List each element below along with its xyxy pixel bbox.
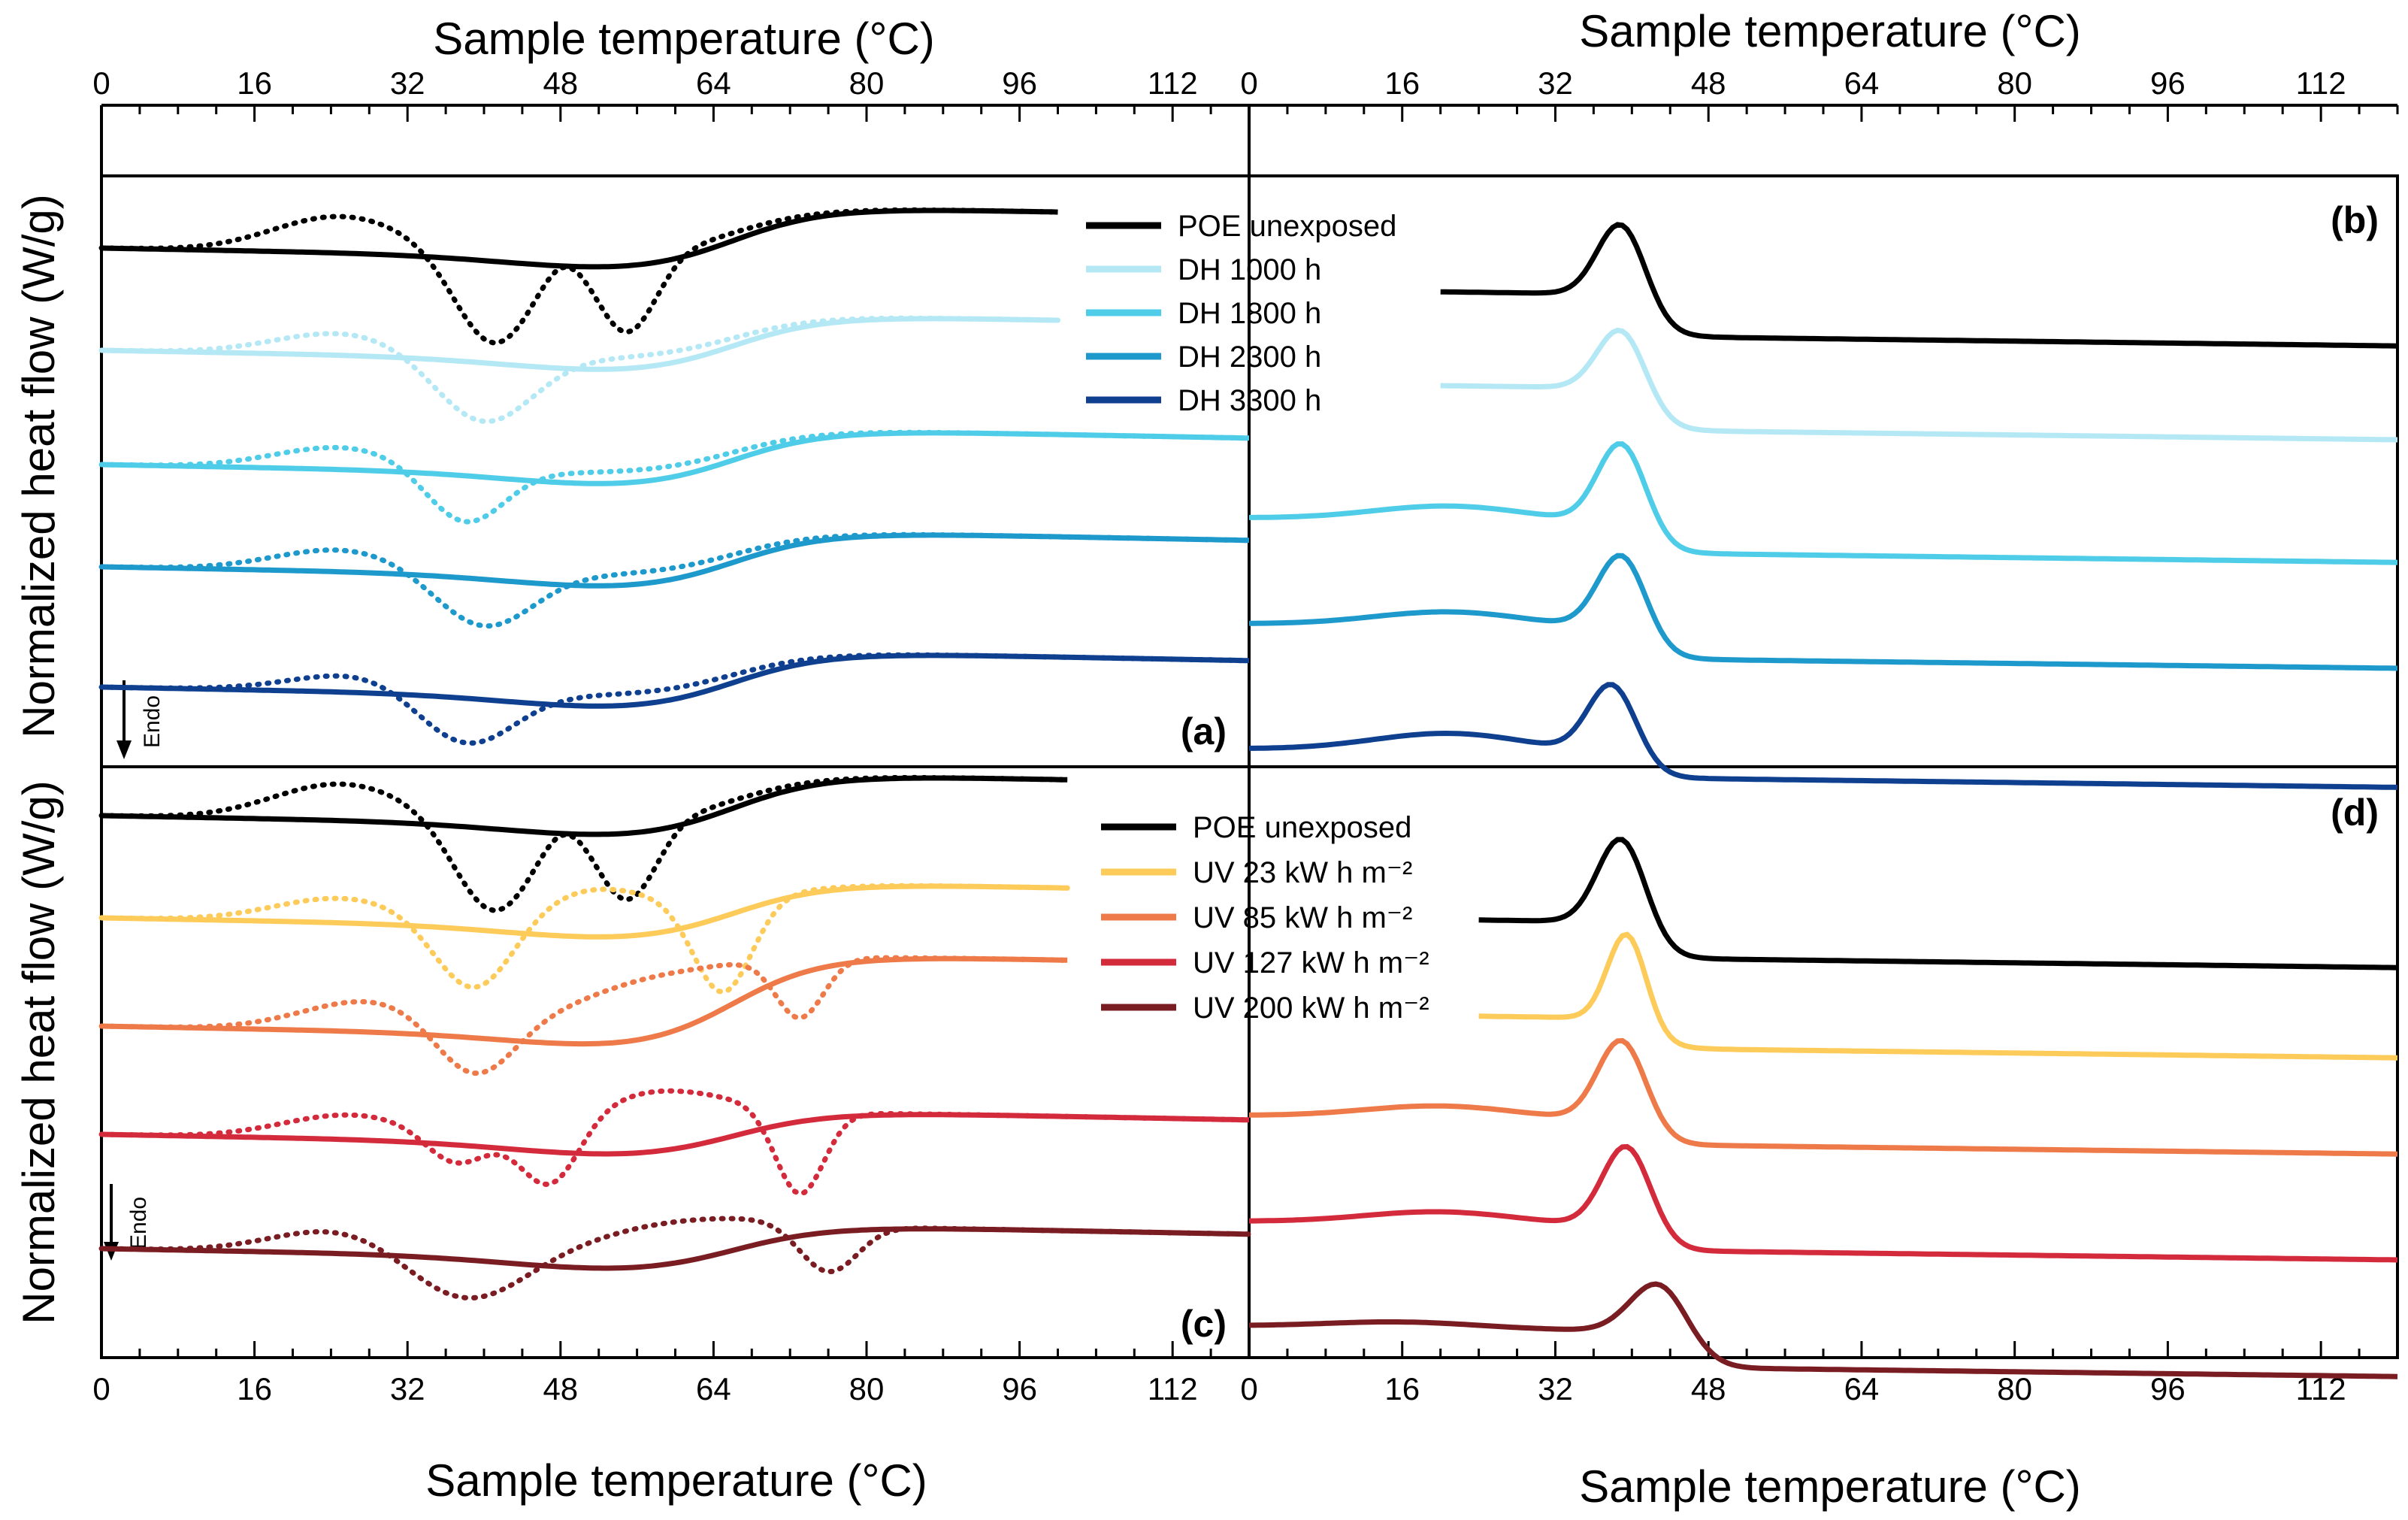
endo-arrow-top: Endo xyxy=(116,680,165,759)
bottom-right-xlabel: Sample temperature (°C) xyxy=(1579,1461,2081,1512)
tick-label: 32 xyxy=(390,1371,425,1406)
series-dotted-c-1 xyxy=(98,883,1070,995)
tick-label: 48 xyxy=(1691,65,1726,101)
series-line-a-4 xyxy=(101,653,1250,709)
series-line-c-3 xyxy=(101,1112,1250,1157)
tick-label: 96 xyxy=(1002,65,1037,101)
tick-label: 48 xyxy=(1691,1371,1726,1406)
tick-label: 96 xyxy=(2150,1371,2186,1406)
tick-layer: 0 16 32 48 64 80 96 112 0 16 32 48 64 80 96 112 0 16 32 48 6… xyxy=(92,65,2399,1406)
series-line-d-4 xyxy=(1249,1281,2398,1379)
panel-label-c: (c) xyxy=(1181,1303,1227,1345)
panel-frames xyxy=(100,104,2399,1359)
series-line-a-2 xyxy=(101,430,1250,486)
tick-label: 96 xyxy=(2150,65,2186,101)
legend-label-c-3: UV 127 kW h m⁻² xyxy=(1193,946,1429,980)
legend-label-a-0: POE unexposed xyxy=(1178,210,1396,243)
series-line-b-1 xyxy=(1440,327,2398,443)
endo-arrow-bottom: Endo xyxy=(104,1184,151,1261)
tick-label: 32 xyxy=(1538,65,1573,101)
series-line-c-2 xyxy=(101,955,1068,1047)
series-line-b-2 xyxy=(1249,441,2398,565)
bottom-ylabel: Normalized heat flow (W/g) xyxy=(14,780,64,1325)
top-ylabel: Normalized heat flow (W/g) xyxy=(14,194,64,738)
tick-label: 32 xyxy=(1538,1371,1573,1406)
tick-label: 48 xyxy=(543,65,578,101)
tick-label: 64 xyxy=(696,65,731,101)
series-line-d-3 xyxy=(1249,1143,2398,1263)
series-line-d-2 xyxy=(1249,1037,2398,1157)
tick-label: 80 xyxy=(1997,65,2032,101)
panel-label-a: (a) xyxy=(1181,710,1227,752)
legend-label-c-0: POE unexposed xyxy=(1193,811,1411,844)
tick-label: 80 xyxy=(849,65,885,101)
tick-label: 80 xyxy=(849,1371,885,1406)
endo-label-bottom: Endo xyxy=(126,1197,151,1249)
tick-label: 64 xyxy=(1844,65,1880,101)
tick-label: 112 xyxy=(2296,65,2346,101)
legend-label-c-4: UV 200 kW h m⁻² xyxy=(1193,992,1429,1025)
tick-label: 32 xyxy=(390,65,425,101)
legend-label-a-1: DH 1000 h xyxy=(1178,253,1321,286)
series-line-d-1 xyxy=(1478,931,2398,1061)
tick-label: 16 xyxy=(237,1371,272,1406)
bottom-left-xlabel: Sample temperature (°C) xyxy=(425,1455,927,1506)
tick-label: 16 xyxy=(1384,65,1420,101)
legend-label-a-3: DH 2300 h xyxy=(1178,341,1321,374)
tick-label: 16 xyxy=(1384,1371,1420,1406)
legend-label-c-2: UV 85 kW h m⁻² xyxy=(1193,901,1412,934)
series-line-b-0 xyxy=(1440,222,2398,349)
tick-label: 48 xyxy=(543,1371,578,1406)
tick-label: 96 xyxy=(1002,1371,1037,1406)
tick-label: 0 xyxy=(92,65,110,101)
series-line-b-3 xyxy=(1249,553,2398,671)
series-dotted-c-4 xyxy=(98,1216,1252,1301)
series-dotted-c-3 xyxy=(98,1088,1252,1197)
tick-label: 64 xyxy=(696,1371,731,1406)
series-line-a-1 xyxy=(101,316,1058,372)
tick-label: 64 xyxy=(1844,1371,1880,1406)
legend-label-a-4: DH 3300 h xyxy=(1178,384,1321,417)
series-line-d-0 xyxy=(1478,837,2398,970)
tick-label: 0 xyxy=(92,1371,110,1406)
legend-label-c-1: UV 23 kW h m⁻² xyxy=(1193,856,1412,889)
tick-label: 0 xyxy=(1240,65,1257,101)
series-line-a-3 xyxy=(101,532,1250,589)
series-dotted-a-0 xyxy=(98,207,1060,346)
top-right-xlabel: Sample temperature (°C) xyxy=(1579,6,2081,56)
endo-label-top: Endo xyxy=(140,695,165,748)
series-line-c-0 xyxy=(101,775,1068,837)
series-line-c-4 xyxy=(101,1226,1250,1271)
tick-label: 80 xyxy=(1997,1371,2032,1406)
tick-label: 16 xyxy=(237,65,272,101)
legend-label-a-2: DH 1800 h xyxy=(1178,297,1321,330)
series-line-b-4 xyxy=(1249,682,2398,790)
panel-label-b: (b) xyxy=(2331,199,2379,241)
curve-layer xyxy=(98,207,2398,1379)
series-dotted-c-2 xyxy=(98,955,1070,1076)
legend-layer: POE unexposed DH 1000 h DH 1800 h DH 2300 h… xyxy=(1086,210,1429,1025)
tick-label: 112 xyxy=(1148,65,1198,101)
tick-label: 0 xyxy=(1240,1371,1257,1406)
series-line-a-0 xyxy=(101,207,1058,270)
series-line-c-1 xyxy=(101,883,1068,940)
top-left-xlabel: Sample temperature (°C) xyxy=(433,14,935,64)
tick-label: 112 xyxy=(1148,1371,1198,1406)
panel-label-d: (d) xyxy=(2331,792,2379,834)
